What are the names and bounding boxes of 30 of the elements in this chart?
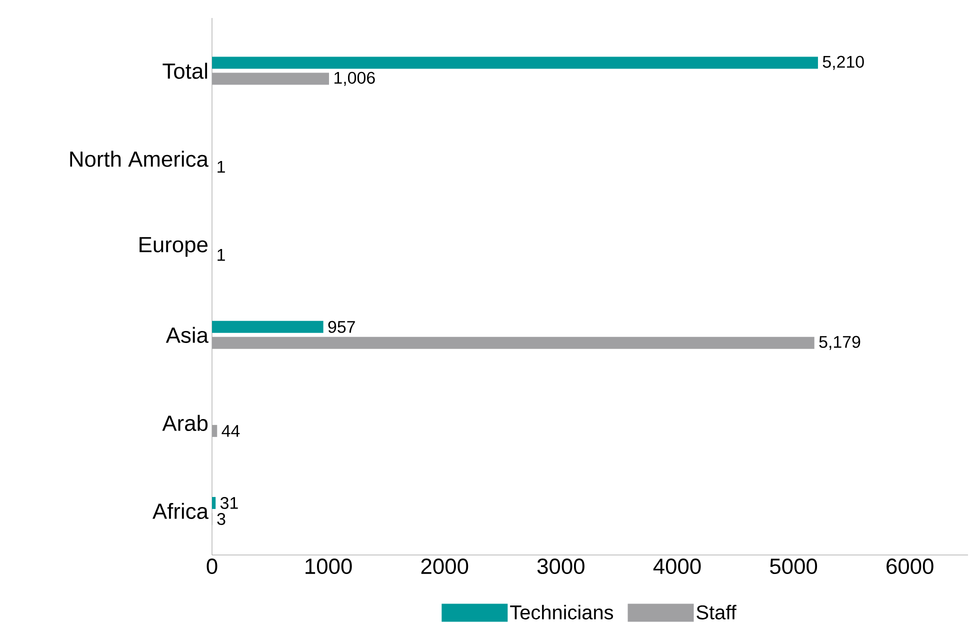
x-tick-label: 0: [206, 558, 218, 574]
data-label: 5,179: [819, 336, 860, 350]
y-tick-label: Asia: [166, 326, 208, 343]
bar: [212, 320, 324, 333]
x-tick-label: 3000: [537, 558, 584, 574]
y-tick-label: Africa: [152, 502, 208, 520]
legend-label: Technicians: [510, 604, 614, 620]
bar: [212, 56, 818, 69]
bar: [212, 496, 216, 509]
data-label: 5,210: [822, 56, 864, 70]
data-label: 957: [328, 320, 355, 333]
x-tick-label: 5000: [770, 558, 818, 574]
data-label: 44: [222, 425, 240, 437]
bar: [212, 424, 218, 437]
data-label: 3: [217, 512, 226, 525]
x-tick-label: 4000: [653, 558, 701, 574]
bar: [212, 336, 814, 349]
x-tick-label: 6000: [886, 558, 934, 574]
bar: [212, 72, 330, 85]
legend-label: Staff: [696, 604, 736, 620]
x-tick-label: 1000: [306, 558, 352, 574]
y-tick-label: Arab: [162, 414, 208, 431]
x-tick-label: 2000: [421, 558, 468, 574]
y-tick-label: North America: [70, 150, 208, 167]
y-tick-label: Europe: [140, 237, 208, 257]
y-tick-label: Total: [162, 62, 208, 79]
data-label: 31: [220, 496, 238, 509]
data-label: 1: [218, 249, 225, 261]
data-label: 1,006: [334, 72, 375, 86]
data-label: 1: [218, 161, 225, 173]
